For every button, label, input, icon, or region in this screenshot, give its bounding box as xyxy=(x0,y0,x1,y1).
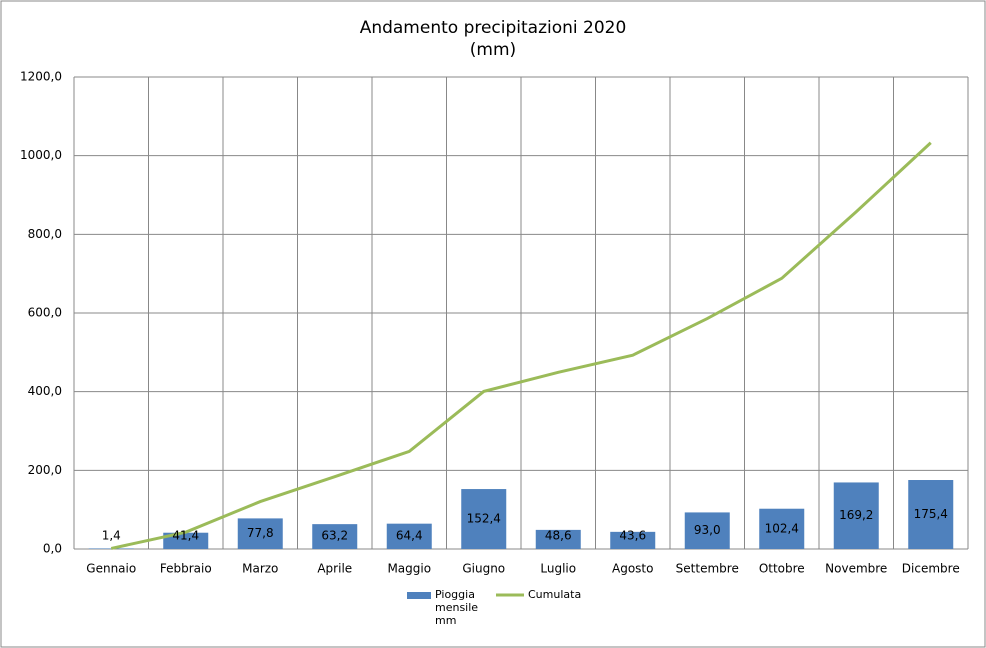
x-tick-label: Giugno xyxy=(462,562,505,576)
bar xyxy=(908,480,954,549)
chart-title: Andamento precipitazioni 2020 xyxy=(360,18,627,38)
value-label: 169,2 xyxy=(839,508,873,522)
y-tick-label: 1000,0 xyxy=(20,148,62,162)
x-tick-label: Maggio xyxy=(387,562,431,576)
value-label: 41,4 xyxy=(172,529,199,543)
bar xyxy=(610,531,656,549)
x-tick-label: Febbraio xyxy=(160,562,212,576)
line xyxy=(110,141,932,550)
chart-subtitle: (mm) xyxy=(470,40,516,60)
x-tick-label: Settembre xyxy=(676,562,739,576)
value-label: 64,4 xyxy=(396,529,423,543)
value-label: 1,4 xyxy=(102,529,121,543)
value-label: 48,6 xyxy=(545,529,572,543)
bar xyxy=(312,524,358,549)
value-label: 93,0 xyxy=(694,523,721,537)
bar xyxy=(386,523,432,549)
x-tick-label: Marzo xyxy=(242,562,278,576)
x-tick-label: Dicembre xyxy=(902,562,960,576)
x-tick-label: Agosto xyxy=(612,562,653,576)
y-tick-label: 800,0 xyxy=(28,227,62,241)
y-tick-label: 600,0 xyxy=(28,306,62,320)
y-tick-label: 200,0 xyxy=(28,463,62,477)
value-label: 63,2 xyxy=(321,529,348,543)
bar xyxy=(461,489,507,549)
legend-label: Pioggia mensile mm xyxy=(435,588,479,627)
legend-label: Cumulata xyxy=(528,588,582,601)
value-label: 175,4 xyxy=(914,507,948,521)
x-tick-label: Ottobre xyxy=(759,562,805,576)
value-label: 152,4 xyxy=(467,512,501,526)
x-tick-label: Luglio xyxy=(540,562,576,576)
y-tick-label: 1200,0 xyxy=(20,70,62,84)
bar xyxy=(237,518,283,549)
bar xyxy=(759,508,805,549)
x-tick-label: Novembre xyxy=(825,562,887,576)
x-tick-label: Gennaio xyxy=(86,562,136,576)
bar xyxy=(684,512,730,549)
y-tick-label: 0,0 xyxy=(43,542,62,556)
bar xyxy=(88,548,134,549)
y-tick-label: 400,0 xyxy=(28,384,62,398)
bar xyxy=(535,529,581,549)
bar xyxy=(833,482,879,549)
value-label: 77,8 xyxy=(247,526,274,540)
legend-swatch xyxy=(407,592,431,599)
x-tick-label: Aprile xyxy=(317,562,352,576)
bar xyxy=(163,532,209,549)
value-label: 102,4 xyxy=(765,521,799,535)
value-label: 43,6 xyxy=(619,529,646,543)
